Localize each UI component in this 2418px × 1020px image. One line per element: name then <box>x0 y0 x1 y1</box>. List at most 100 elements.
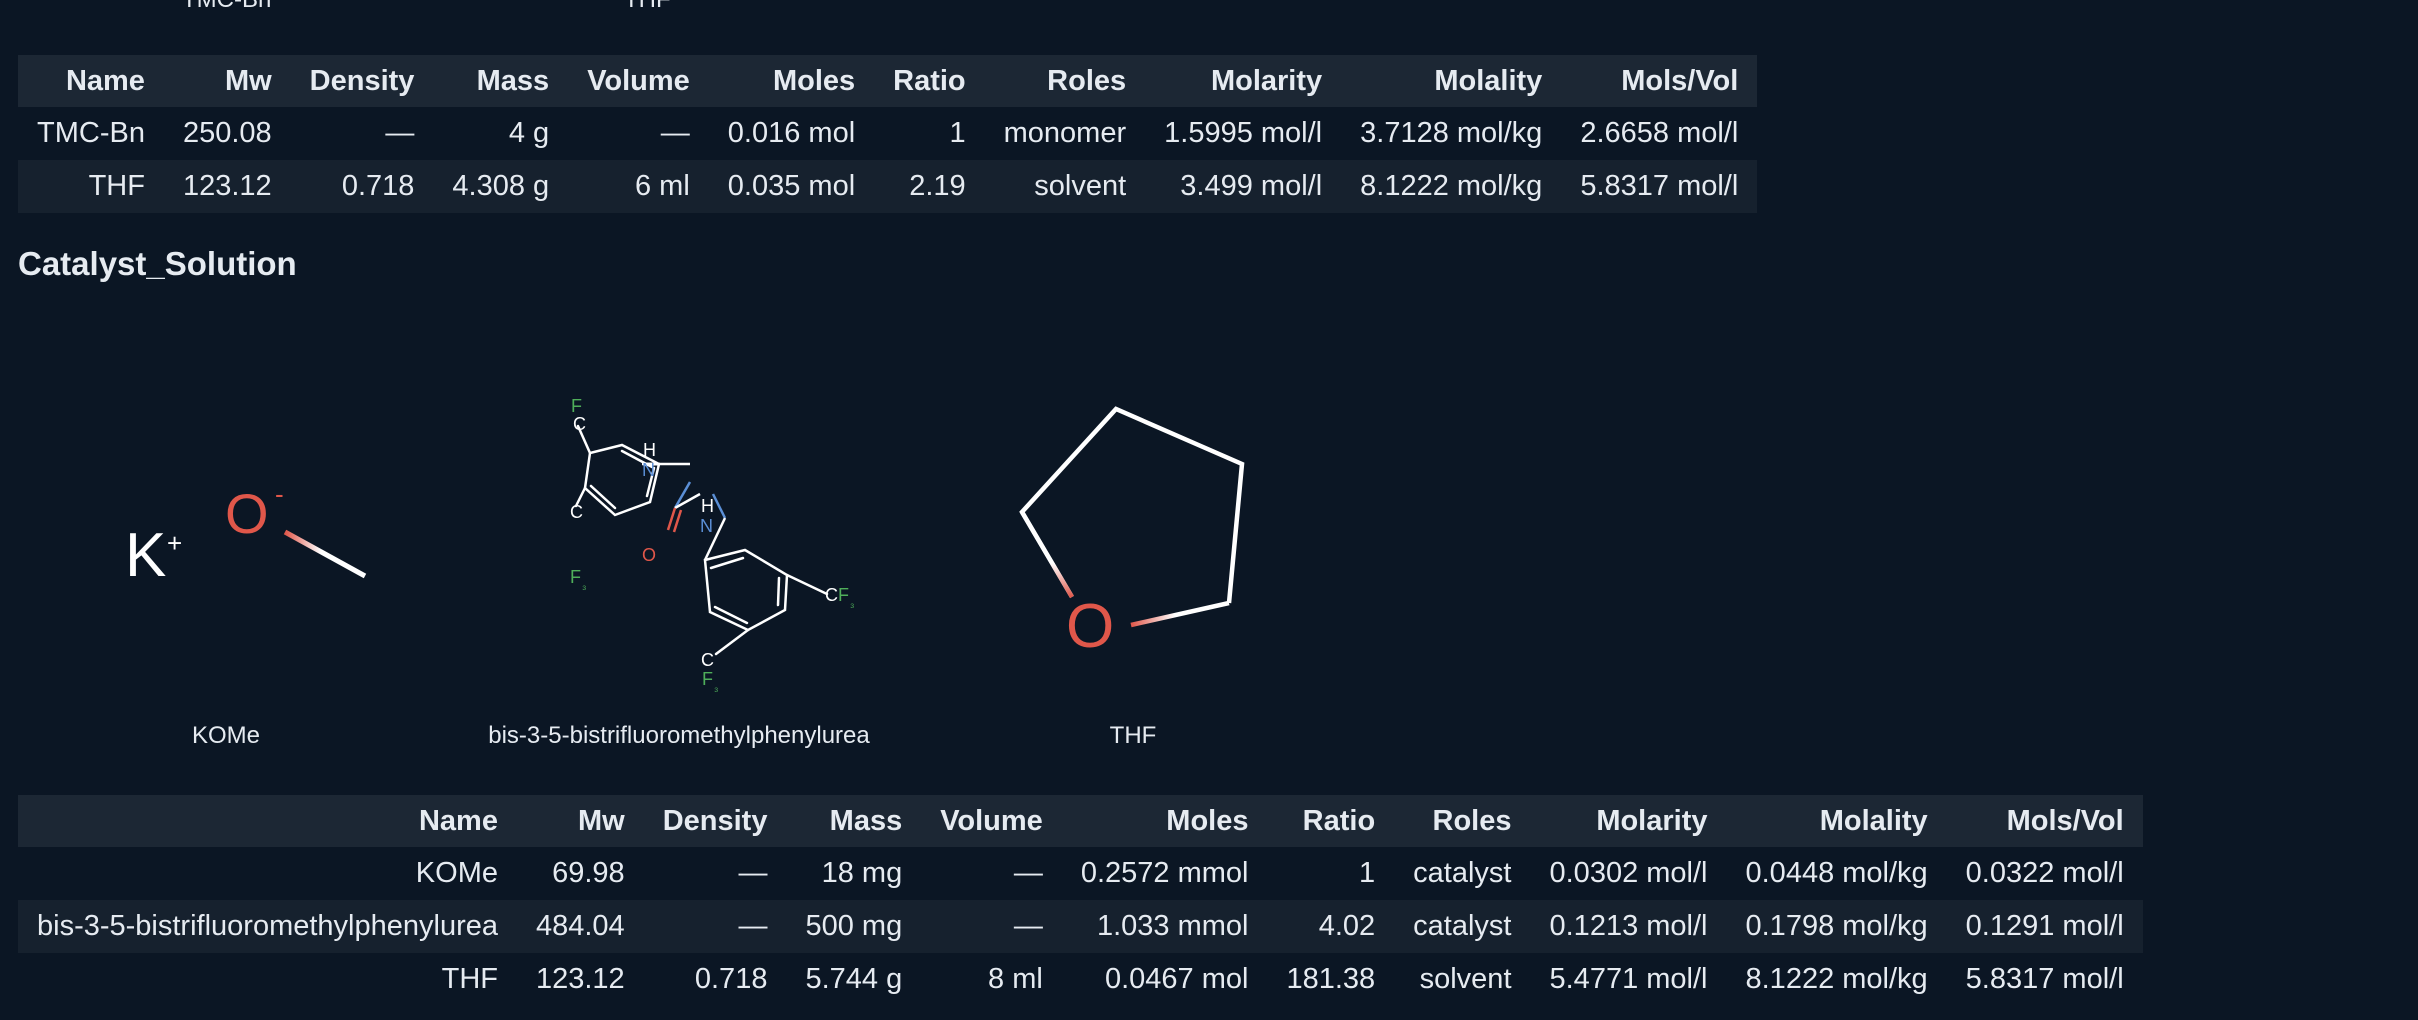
table-header-row: Name Mw Density Mass Volume Moles Ratio … <box>18 55 1758 107</box>
carbon-atom-label: C <box>825 585 838 605</box>
col-header-mols-vol: Mols/Vol <box>1946 795 2143 847</box>
cell-mw: 123.12 <box>163 160 291 213</box>
cell-mw: 123.12 <box>516 953 644 1006</box>
section-title: Catalyst_Solution <box>18 245 297 282</box>
cell-ratio: 4.02 <box>1267 900 1395 953</box>
col-header-molality: Molality <box>1341 55 1562 107</box>
subscript-label: ₃ <box>714 682 718 694</box>
carbon-atom-label: C <box>573 414 586 434</box>
col-header-mass: Mass <box>433 55 569 107</box>
cell-moles: 0.0467 mol <box>1061 953 1268 1006</box>
cell-molality: 3.7128 mol/kg <box>1341 107 1562 160</box>
col-header-density: Density <box>643 795 787 847</box>
oxygen-atom-label: O <box>1066 592 1114 661</box>
molecule-structure-kome: K + O - <box>125 479 367 590</box>
col-header-name: Name <box>18 55 164 107</box>
cell-molality: 0.0448 mol/kg <box>1726 847 1947 900</box>
molecule-structure-urea: F C C F ₃ N H N H O C F ₃ C F ₃ <box>570 396 854 694</box>
cell-molarity: 0.0302 mol/l <box>1530 847 1727 900</box>
cell-molarity: 3.499 mol/l <box>1145 160 1342 213</box>
molecule-caption-thf: THF <box>1109 722 1157 749</box>
cell-moles: 1.033 mmol <box>1061 900 1268 953</box>
cell-molality: 8.1222 mol/kg <box>1726 953 1947 1006</box>
nitrogen-atom-label: N <box>642 460 655 480</box>
cell-roles: catalyst <box>1394 900 1531 953</box>
fluorine-atom-label: F <box>702 669 713 689</box>
col-header-name: Name <box>18 795 517 847</box>
cell-mass: 4.308 g <box>433 160 569 213</box>
benzene-ring-lower <box>703 548 789 632</box>
cell-mw: 250.08 <box>163 107 291 160</box>
col-header-density: Density <box>290 55 434 107</box>
cell-volume: — <box>921 900 1062 953</box>
cell-mols-vol: 2.6658 mol/l <box>1561 107 1758 160</box>
cell-roles: solvent <box>984 160 1146 213</box>
cell-moles: 0.016 mol <box>708 107 875 160</box>
cell-ratio: 181.38 <box>1267 953 1395 1006</box>
molecule-caption-urea: bis-3-5-bistrifluoromethylphenylurea <box>488 722 870 749</box>
cell-mass: 18 mg <box>786 847 922 900</box>
cell-density: — <box>290 107 434 160</box>
molecule-caption-tmc-bn: TMC-Bn <box>182 0 271 14</box>
subscript-label: ₃ <box>582 580 586 592</box>
cell-mass: 5.744 g <box>786 953 922 1006</box>
col-header-roles: Roles <box>984 55 1146 107</box>
potassium-atom-label: K <box>125 521 166 590</box>
col-header-roles: Roles <box>1394 795 1531 847</box>
col-header-volume: Volume <box>568 55 709 107</box>
col-header-molarity: Molarity <box>1530 795 1727 847</box>
cell-mols-vol: 5.8317 mol/l <box>1561 160 1758 213</box>
bond-line <box>283 529 367 579</box>
oxygen-charge-label: - <box>275 479 284 509</box>
col-header-volume: Volume <box>921 795 1062 847</box>
molecule-caption-kome: KOMe <box>191 722 261 749</box>
cell-roles: monomer <box>984 107 1146 160</box>
fluorine-atom-label: F <box>570 567 581 587</box>
table-row: THF 123.12 0.718 5.744 g 8 ml 0.0467 mol… <box>18 953 2143 1006</box>
cell-volume: 8 ml <box>921 953 1062 1006</box>
cell-ratio: 2.19 <box>874 160 985 213</box>
col-header-moles: Moles <box>708 55 875 107</box>
cell-name: KOMe <box>18 847 517 900</box>
cell-name: THF <box>18 160 164 213</box>
cell-volume: — <box>568 107 709 160</box>
subscript-label: ₃ <box>850 598 854 610</box>
carbon-atom-label: C <box>570 502 583 522</box>
table-row: THF 123.12 0.718 4.308 g 6 ml 0.035 mol … <box>18 160 1758 213</box>
cell-mw: 484.04 <box>516 900 644 953</box>
cell-molality: 8.1222 mol/kg <box>1341 160 1562 213</box>
cell-density: — <box>643 847 787 900</box>
molecule-caption-thf-top: THF <box>624 0 671 14</box>
cell-roles: catalyst <box>1394 847 1531 900</box>
col-header-mols-vol: Mols/Vol <box>1561 55 1758 107</box>
col-header-moles: Moles <box>1061 795 1268 847</box>
cell-ratio: 1 <box>874 107 985 160</box>
cell-volume: 6 ml <box>568 160 709 213</box>
cell-name: bis-3-5-bistrifluoromethylphenylurea <box>18 900 517 953</box>
molecule-structure-thf: O <box>1019 406 1245 661</box>
cell-moles: 0.035 mol <box>708 160 875 213</box>
cell-ratio: 1 <box>1267 847 1395 900</box>
cell-mols-vol: 0.0322 mol/l <box>1946 847 2143 900</box>
ring-bonds <box>1019 406 1245 604</box>
table-header-row: Name Mw Density Mass Volume Moles Ratio … <box>18 795 2143 847</box>
col-header-ratio: Ratio <box>1267 795 1395 847</box>
cell-mass: 4 g <box>433 107 569 160</box>
table-row: KOMe 69.98 — 18 mg — 0.2572 mmol 1 catal… <box>18 847 2143 900</box>
cell-mols-vol: 5.8317 mol/l <box>1946 953 2143 1006</box>
nitrogen-atom-label: N <box>700 516 713 536</box>
col-header-mw: Mw <box>516 795 644 847</box>
col-header-molarity: Molarity <box>1145 55 1342 107</box>
cell-density: — <box>643 900 787 953</box>
carbon-atom-label: C <box>701 650 714 670</box>
hydrogen-atom-label: H <box>643 440 656 460</box>
cell-volume: — <box>921 847 1062 900</box>
cell-density: 0.718 <box>290 160 434 213</box>
col-header-molality: Molality <box>1726 795 1947 847</box>
col-header-ratio: Ratio <box>874 55 985 107</box>
potassium-charge-label: + <box>167 528 182 558</box>
cell-mass: 500 mg <box>786 900 922 953</box>
oxygen-atom-label: O <box>225 482 269 545</box>
cell-name: TMC-Bn <box>18 107 164 160</box>
cell-name: THF <box>18 953 517 1006</box>
